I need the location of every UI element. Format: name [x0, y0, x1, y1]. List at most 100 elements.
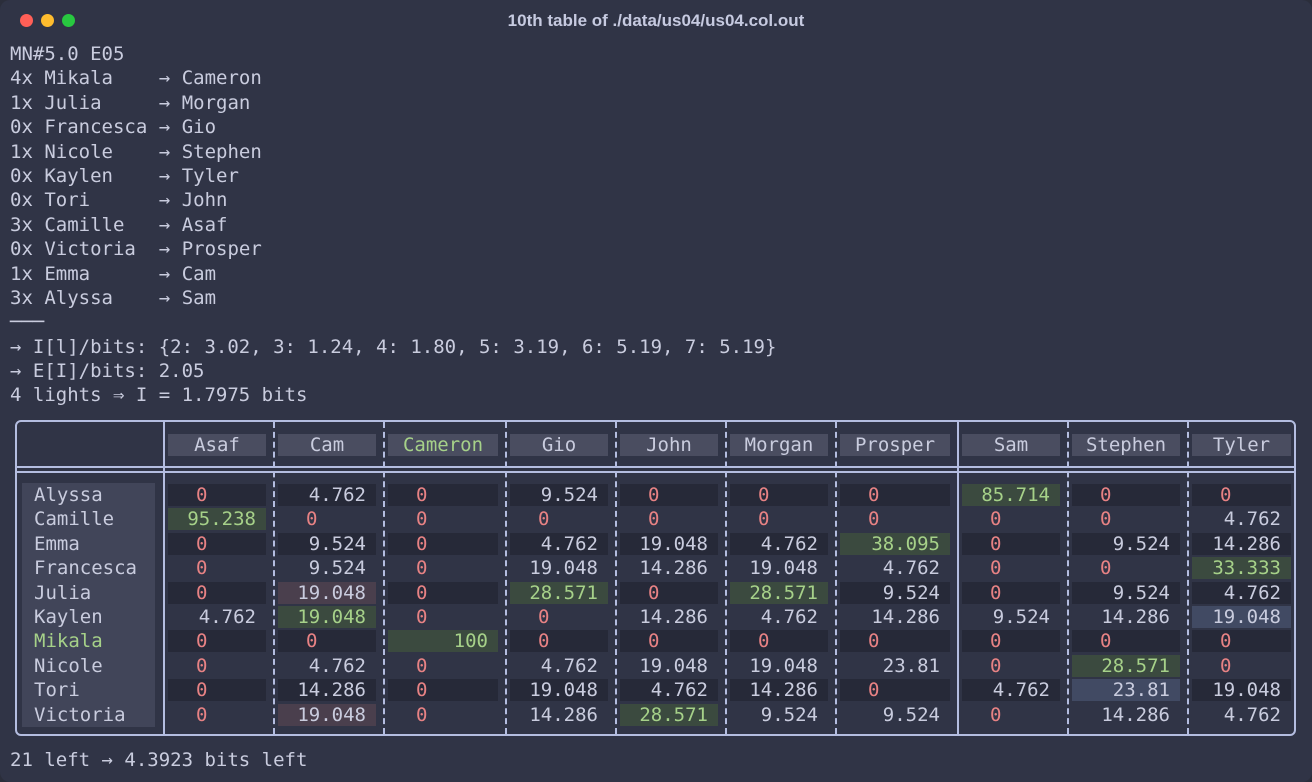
pair-right-name: Sam: [181, 286, 217, 309]
pair-right-name: Cameron: [181, 67, 262, 90]
table-cell: 19.048: [510, 679, 608, 702]
arrow-icon: →: [158, 262, 182, 285]
table-cell: 19.048: [749, 557, 818, 580]
close-button[interactable]: [20, 14, 33, 27]
table-cell: 14.286: [730, 679, 828, 702]
table-cell: 28.571: [1072, 654, 1180, 677]
terminal-output: MN#5.0 E05 4x Mikala → Cameron 1x Julia → M…: [10, 42, 776, 408]
table-cell: 23.81: [1072, 679, 1180, 702]
column-header: Sam: [962, 434, 1060, 456]
column-divider: [1067, 422, 1069, 734]
minimize-button[interactable]: [41, 14, 54, 27]
pair-left-name: Kaylen: [44, 164, 113, 187]
pair-left-name: Nicole: [44, 140, 113, 163]
table-cell: 0: [196, 557, 208, 580]
table-cell: 0: [730, 630, 828, 653]
column-divider: [163, 422, 165, 734]
pair-left-name: Mikala: [44, 67, 113, 90]
info-line-expected: → E[I]/bits: 2.05: [10, 360, 205, 383]
table-cell: 0: [1220, 654, 1232, 677]
table-cell: 4.762: [1192, 581, 1291, 604]
arrow-icon: →: [158, 238, 182, 261]
table-cell: 19.048: [749, 654, 818, 677]
table-cell: 9.524: [308, 557, 366, 580]
table-cell: 0: [620, 581, 718, 604]
separator: ───: [10, 311, 45, 334]
pair-right-name: Prosper: [181, 238, 262, 261]
row-label: Nicole: [22, 653, 155, 679]
table-cell: 4.762: [540, 654, 598, 677]
column-header: Morgan: [730, 434, 828, 456]
table-cell: 28.571: [620, 703, 718, 726]
table-cell: 28.571: [730, 581, 828, 604]
table-cell: 0: [388, 484, 498, 506]
table-cell: 4.762: [962, 679, 1060, 702]
table-cell: 0: [840, 630, 950, 653]
row-label: Victoria: [22, 702, 155, 727]
pair-left-name: Camille: [44, 213, 125, 236]
table-cell: 0: [168, 630, 266, 653]
pair-line: 1x Julia → Morgan: [10, 91, 776, 115]
column-header: Asaf: [168, 434, 266, 456]
table-cell: 19.048: [639, 654, 708, 677]
zoom-button[interactable]: [62, 14, 75, 27]
table-cell: 0: [758, 508, 770, 531]
table-cell: 0: [962, 581, 1060, 604]
table-cell: 9.524: [278, 532, 376, 555]
table-cell: 0: [990, 654, 1002, 677]
table-cell: 4.762: [198, 606, 256, 628]
pair-left-name: Victoria: [44, 238, 136, 261]
table-cell: 0: [388, 679, 498, 702]
pair-right-name: Cam: [181, 262, 217, 285]
table-cell: 14.286: [1192, 532, 1291, 555]
table-cell: 19.048: [529, 557, 598, 580]
row-label: Camille: [22, 507, 155, 532]
pair-line: 0x Francesca → Gio: [10, 115, 776, 139]
table-cell: 0: [388, 532, 498, 555]
row-label: Alyssa: [22, 483, 155, 508]
table-cell: 0: [1072, 630, 1180, 653]
table-cell: 19.048: [278, 703, 376, 726]
pair-left-name: Tori: [44, 189, 91, 212]
table-cell: 0: [840, 679, 950, 702]
table-cell: 0: [196, 654, 208, 677]
arrow-icon: →: [158, 67, 182, 90]
table-cell: 0: [1192, 630, 1291, 653]
table-cell: 19.048: [278, 606, 376, 628]
pair-right-name: Stephen: [181, 140, 262, 163]
pair-count: 0x: [10, 116, 33, 139]
pair-right-name: Gio: [181, 116, 217, 139]
pair-left-name: Emma: [44, 262, 91, 285]
table-cell: 0: [168, 484, 266, 506]
table-cell: 0: [196, 703, 208, 726]
info-line-entropy-levels: → I[l]/bits: {2: 3.02, 3: 1.24, 4: 1.80,…: [10, 335, 777, 358]
table-cell: 100: [388, 630, 498, 653]
table-cell: 4.762: [1223, 508, 1281, 531]
arrow-icon: →: [158, 189, 182, 212]
table-cell: 0: [962, 532, 1060, 555]
column-divider: [957, 422, 959, 734]
pair-line: 4x Mikala → Cameron: [10, 66, 776, 90]
table-cell: 0: [990, 703, 1002, 726]
table-cell: 19.048: [278, 581, 376, 604]
table-cell: 0: [1100, 508, 1112, 531]
header-divider: [17, 466, 1294, 468]
table-cell: 9.524: [1072, 532, 1180, 555]
table-cell: 0: [620, 630, 718, 653]
table-cell: 0: [1100, 557, 1112, 580]
column-divider: [383, 422, 385, 734]
table-cell: 38.095: [840, 532, 950, 555]
header-line: MN#5.0 E05: [10, 43, 125, 65]
column-header: Prosper: [840, 434, 950, 456]
column-divider: [1187, 422, 1189, 734]
column-header: Stephen: [1072, 434, 1180, 456]
pair-left-name: Alyssa: [44, 286, 113, 309]
table-cell: 9.524: [1072, 581, 1180, 604]
row-label: Mikala: [22, 629, 155, 654]
table-cell: 14.286: [871, 606, 940, 628]
pair-line: 3x Camille → Asaf: [10, 213, 776, 237]
table-cell: 14.286: [639, 606, 708, 628]
column-divider: [835, 422, 837, 734]
pair-right-name: Tyler: [181, 164, 239, 187]
